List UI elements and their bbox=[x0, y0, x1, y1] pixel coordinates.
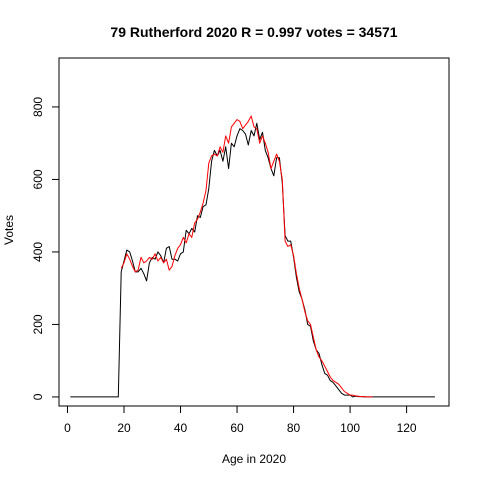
series-line-1 bbox=[70, 122, 435, 398]
y-tick-label: 0 bbox=[31, 393, 45, 400]
x-tick-label: 60 bbox=[230, 421, 244, 435]
y-axis: 0 200 400 600 800 bbox=[31, 97, 60, 400]
x-tick-label: 40 bbox=[174, 421, 188, 435]
x-tick-label: 100 bbox=[340, 421, 360, 435]
y-tick-label: 400 bbox=[31, 242, 45, 262]
x-tick-label: 0 bbox=[64, 421, 71, 435]
x-axis: 0 20 40 60 80 100 120 bbox=[64, 405, 417, 435]
chart-title: 79 Rutherford 2020 R = 0.997 votes = 345… bbox=[110, 24, 397, 40]
y-tick-label: 200 bbox=[31, 314, 45, 334]
x-axis-label: Age in 2020 bbox=[222, 452, 286, 466]
y-tick-label: 800 bbox=[31, 97, 45, 117]
y-tick-label: 600 bbox=[31, 169, 45, 189]
series-layer bbox=[70, 115, 435, 398]
series-line-2 bbox=[120, 115, 373, 398]
x-tick-label: 20 bbox=[117, 421, 131, 435]
y-axis-label: Votes bbox=[2, 215, 16, 245]
x-tick-label: 80 bbox=[287, 421, 301, 435]
x-tick-label: 120 bbox=[397, 421, 417, 435]
